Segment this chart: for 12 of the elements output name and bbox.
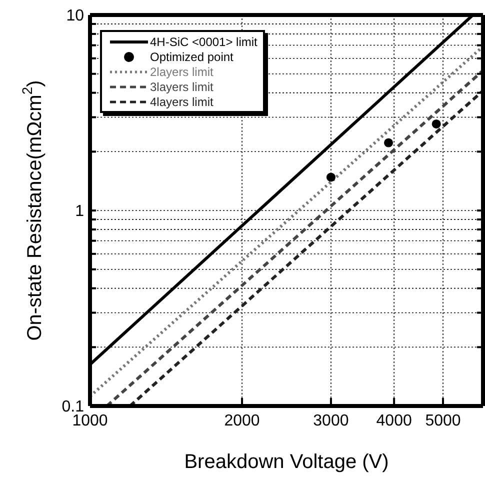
- x-axis-title: Breakdown Voltage (V): [184, 451, 389, 473]
- x-tick-label: 4000: [376, 412, 412, 430]
- x-tick-label: 5000: [425, 412, 461, 430]
- x-tick-label: 2000: [224, 412, 260, 430]
- legend-label: Optimized point: [150, 50, 234, 64]
- legend-label: 4layers limit: [150, 94, 214, 108]
- y-tick-label: 1: [75, 203, 84, 220]
- y-tick-label: 10: [66, 8, 84, 25]
- legend-label: 4H-SiC <0001> limit: [150, 34, 258, 48]
- legend-label: 2layers limit: [150, 64, 214, 78]
- legend-label: 3layers limit: [150, 80, 214, 94]
- x-tick-label: 3000: [313, 412, 349, 430]
